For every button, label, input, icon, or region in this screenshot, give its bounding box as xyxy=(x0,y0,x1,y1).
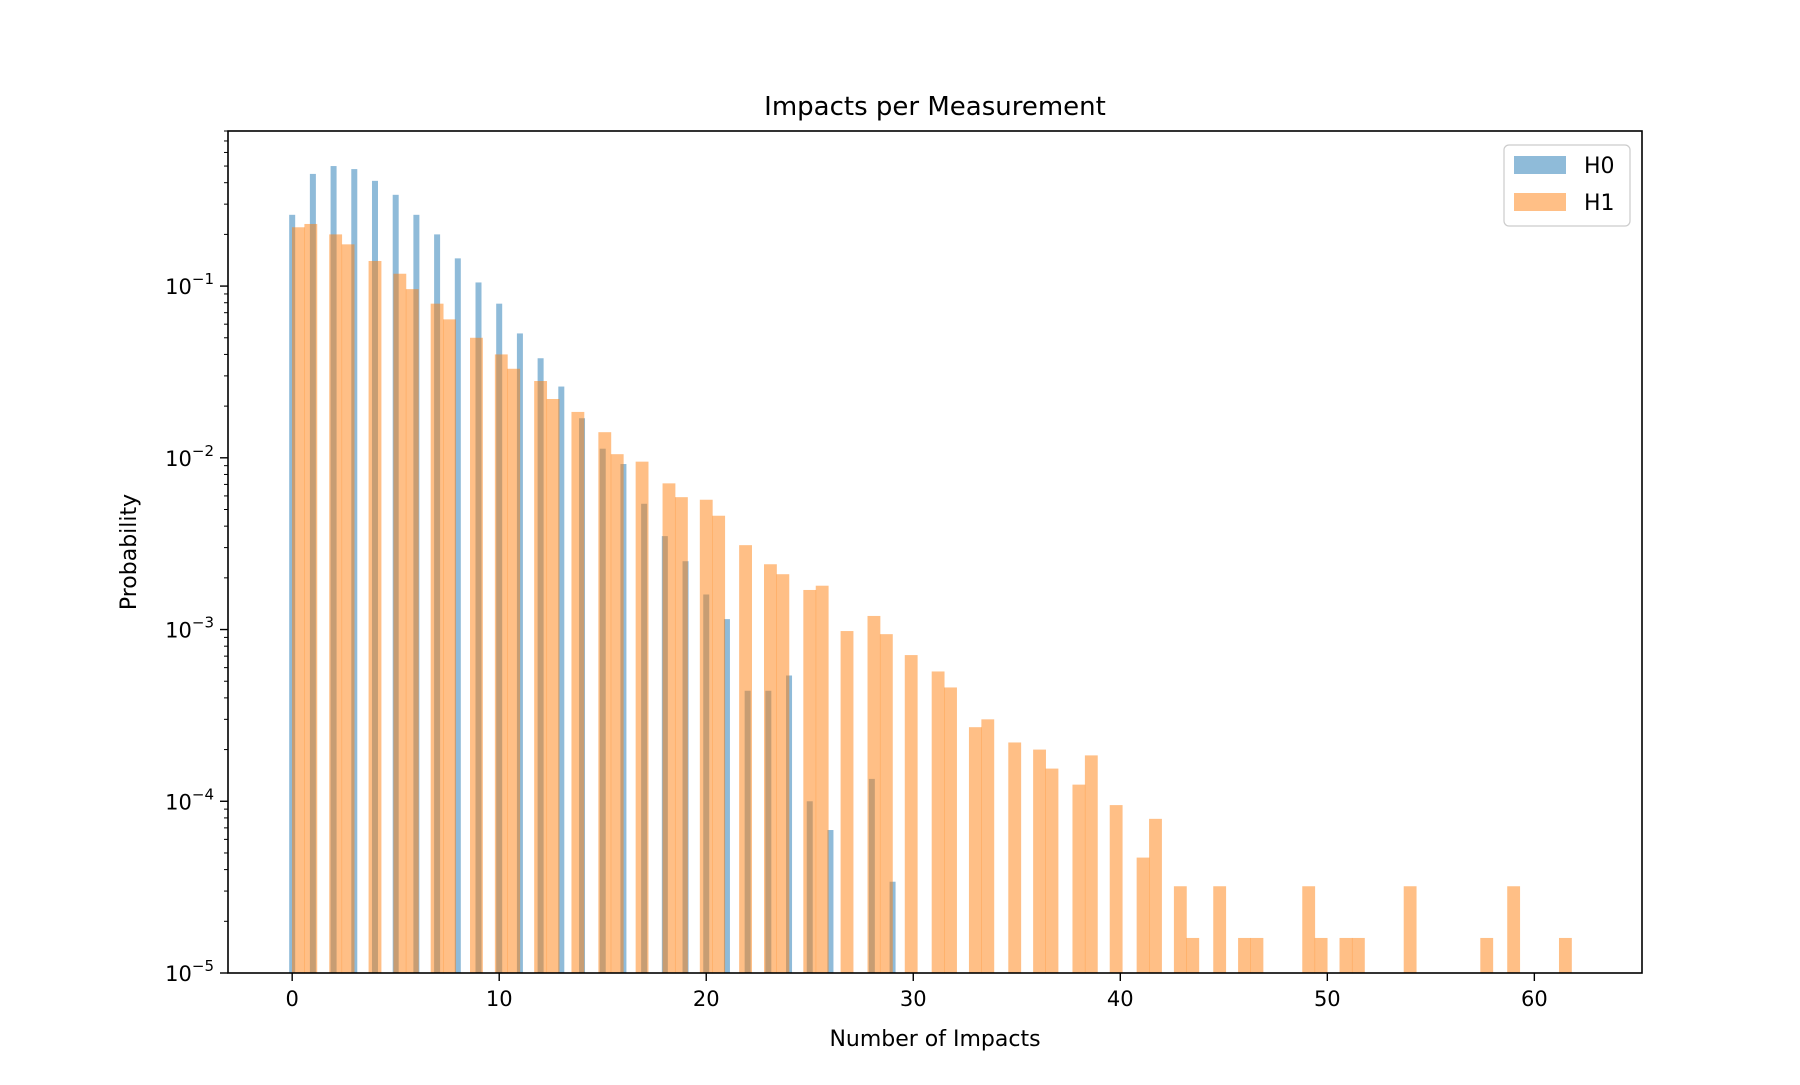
plot-frame xyxy=(227,130,1643,974)
x-tick-label-40: 40 xyxy=(1107,987,1134,1011)
bar-h1-4 xyxy=(368,260,382,973)
bar-h1-50 xyxy=(1339,937,1353,973)
chart-title: Impacts per Measurement xyxy=(764,92,1106,122)
bar-h1-11 xyxy=(507,368,521,973)
x-tick-label-60: 60 xyxy=(1521,987,1548,1011)
bar-h1-41 xyxy=(1136,857,1150,973)
bar-h0-21 xyxy=(723,619,730,973)
y-tick-label-2: 10−3 xyxy=(165,614,214,643)
bar-h1-14 xyxy=(571,411,585,973)
x-tick-label-30: 30 xyxy=(900,987,927,1011)
x-axis-label: Number of Impacts xyxy=(829,1027,1040,1052)
bar-h1-0 xyxy=(291,227,305,973)
bar-h1-6 xyxy=(405,289,419,973)
bar-h1-35 xyxy=(1008,742,1022,973)
x-tick-label-10: 10 xyxy=(486,987,513,1011)
bar-h1-25 xyxy=(803,589,817,973)
legend-label-h1: H1 xyxy=(1584,191,1615,216)
bar-h1-10 xyxy=(494,354,508,973)
bar-h1-39 xyxy=(1084,755,1098,973)
bar-h1-36 xyxy=(1033,749,1046,973)
bar-h1-43 xyxy=(1173,886,1187,973)
series-h1-bars xyxy=(291,223,1572,974)
bar-h0-26 xyxy=(827,830,834,973)
bar-h1-30 xyxy=(904,655,918,973)
bar-h1-17 xyxy=(635,461,649,973)
y-tick-label-0: 10−1 xyxy=(165,270,214,299)
bar-h1-46 xyxy=(1238,937,1251,973)
bar-h1-3 xyxy=(341,244,355,974)
bar-h1-52 xyxy=(1403,886,1417,973)
bar-h1-27 xyxy=(840,631,854,973)
bar-h1-24 xyxy=(776,574,790,973)
x-axis: 0 10 20 30 40 50 60 xyxy=(285,973,1548,1011)
bar-h1-13 xyxy=(546,399,560,973)
bar-h0-13 xyxy=(558,386,565,973)
bar-h1-44 xyxy=(1186,937,1200,973)
y-tick-label-3: 10−4 xyxy=(165,785,214,814)
legend-swatch-h0 xyxy=(1514,156,1566,174)
bar-h1-8 xyxy=(443,319,456,973)
bar-h1-47 xyxy=(1250,937,1264,973)
legend-swatch-h1 xyxy=(1514,193,1566,211)
legend-label-h0: H0 xyxy=(1584,154,1615,179)
bar-h1-29 xyxy=(879,634,893,973)
bar-h1-5 xyxy=(393,273,407,973)
bar-h1-55 xyxy=(1558,937,1572,973)
y-tick-label-1: 10−2 xyxy=(165,442,214,471)
y-axis-label: Probability xyxy=(117,494,142,610)
bar-h1-19 xyxy=(674,497,688,973)
bar-h1-18 xyxy=(662,483,676,973)
bar-h1-7 xyxy=(430,303,444,973)
bar-h1-37 xyxy=(1045,768,1059,973)
bar-h1-1 xyxy=(304,223,318,974)
bar-h1-26 xyxy=(815,585,829,973)
bar-h0-8 xyxy=(454,258,461,973)
x-tick-label-20: 20 xyxy=(693,987,720,1011)
bar-h1-51 xyxy=(1351,937,1365,973)
bar-h1-53 xyxy=(1480,937,1494,973)
bar-h1-34 xyxy=(981,719,995,973)
bar-h1-32 xyxy=(944,687,957,973)
x-tick-label-0: 0 xyxy=(285,987,298,1011)
bar-h1-31 xyxy=(931,671,945,973)
bar-h1-16 xyxy=(610,454,624,973)
x-tick-label-50: 50 xyxy=(1314,987,1341,1011)
bar-h1-33 xyxy=(968,727,982,973)
bar-h1-38 xyxy=(1072,784,1086,973)
bar-h1-42 xyxy=(1149,818,1162,973)
bar-h1-22 xyxy=(739,545,752,973)
bar-h1-9 xyxy=(470,337,483,973)
bar-h1-2 xyxy=(329,234,343,973)
bar-h1-28 xyxy=(867,615,881,973)
y-tick-label-4: 10−5 xyxy=(165,957,214,986)
bar-h1-12 xyxy=(534,381,548,973)
bar-h1-45 xyxy=(1213,886,1227,973)
legend: H0 H1 xyxy=(1503,144,1631,227)
y-axis: 10−1 10−2 10−3 10−4 10−5 xyxy=(165,130,228,986)
bar-h1-20 xyxy=(699,499,713,973)
bar-h1-49 xyxy=(1314,937,1328,973)
bar-h1-40 xyxy=(1109,805,1123,973)
bar-h1-15 xyxy=(598,432,612,973)
bar-h1-23 xyxy=(764,564,777,973)
bar-h1-48 xyxy=(1302,886,1316,973)
bar-h1-21 xyxy=(712,515,726,973)
bar-h1-54 xyxy=(1507,886,1521,973)
